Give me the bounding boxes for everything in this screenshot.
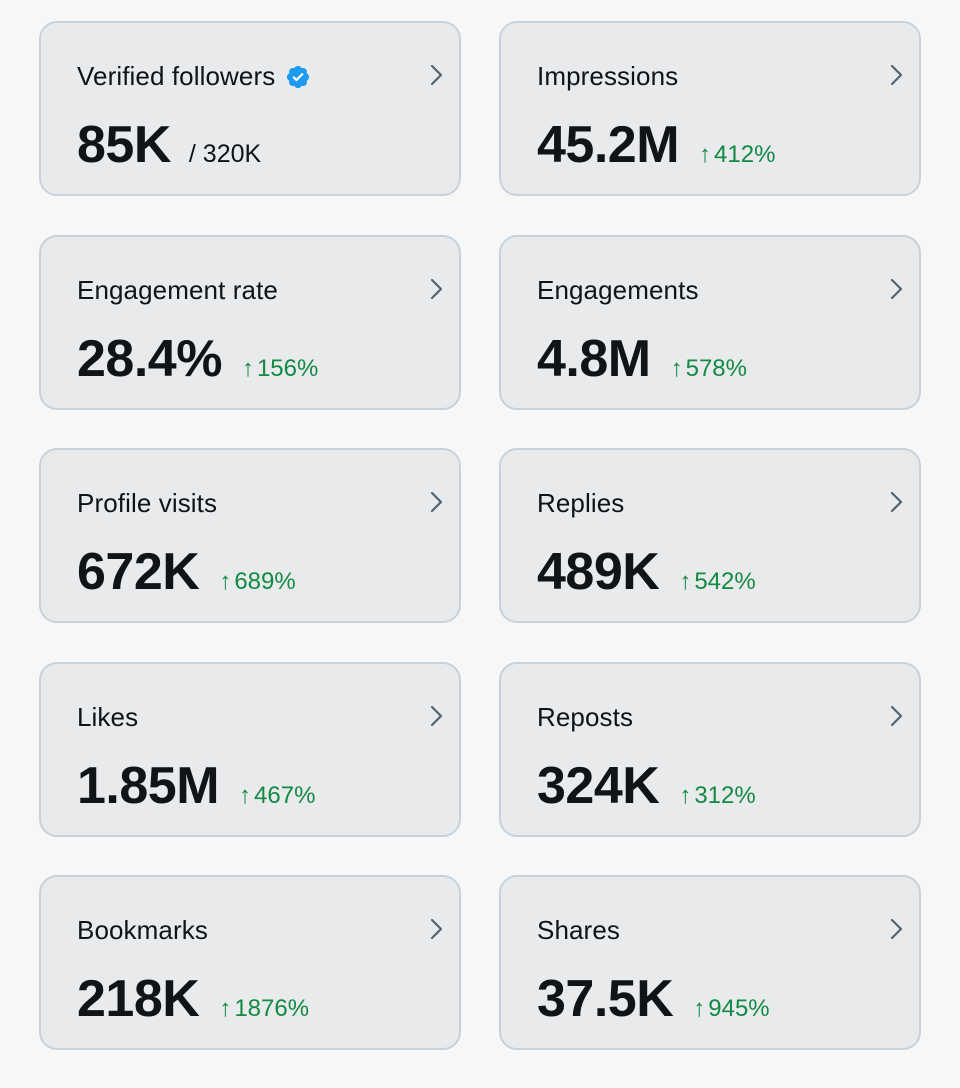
metric-change-value: 945% [708,995,770,1022]
metric-change-value: 542% [694,568,756,595]
metric-label: Likes [77,702,139,732]
metric-label: Engagements [537,275,699,305]
metric-value: 324K [537,757,660,815]
metric-card-impressions[interactable]: Impressions 45.2M ↑ 412% [499,21,921,196]
metric-label: Shares [537,915,620,945]
up-arrow-icon: ↑ [241,355,254,382]
metric-change: ↑ 689% [219,568,295,596]
metric-value-row: 489K ↑ 542% [537,542,756,602]
metric-label-text: Verified followers [77,61,276,91]
metric-label: Profile visits [77,488,218,518]
metric-change: ↑ 542% [679,568,755,596]
metric-label: Reposts [537,702,634,732]
metric-card-engagements[interactable]: Engagements 4.8M ↑ 578% [499,235,921,410]
metric-card-replies[interactable]: Replies 489K ↑ 542% [499,448,921,623]
metric-value: 218K [77,970,200,1028]
metric-change-value: 412% [714,141,776,168]
metric-value: 489K [537,543,660,601]
metric-value-row: 1.85M ↑ 467% [77,756,315,816]
metric-card-bookmarks[interactable]: Bookmarks 218K ↑ 1876% [39,875,461,1050]
metric-label: Engagement rate [77,275,278,305]
metric-label: Replies [537,488,625,518]
metric-value: 672K [77,543,200,601]
up-arrow-icon: ↑ [239,782,252,809]
metric-card-verified-followers[interactable]: Verified followers 85K / 320K [39,21,461,196]
metric-label: Bookmarks [77,915,208,945]
up-arrow-icon: ↑ [219,995,232,1022]
up-arrow-icon: ↑ [699,141,712,168]
metric-change-value: 156% [256,355,319,382]
chevron-right-icon [890,491,903,513]
metric-change-value: 467% [254,782,316,809]
metric-card-profile-visits[interactable]: Profile visits 672K ↑ 689% [39,448,461,623]
verified-badge-icon [287,65,310,88]
up-arrow-icon: ↑ [219,568,232,595]
metric-total: / 320K [188,140,262,168]
metric-change: ↑ 156% [242,355,318,383]
chevron-right-icon [430,918,443,940]
chevron-right-icon [430,64,443,86]
chevron-right-icon [430,705,443,727]
chevron-right-icon [430,278,443,300]
metric-card-likes[interactable]: Likes 1.85M ↑ 467% [39,662,461,837]
up-arrow-icon: ↑ [670,355,683,382]
chevron-right-icon [430,491,443,513]
up-arrow-icon: ↑ [679,568,692,595]
metric-label: Impressions [537,61,679,91]
metric-value: 4.8M [537,330,651,388]
metric-label: Verified followers [77,61,311,92]
metric-value-row: 324K ↑ 312% [537,756,756,816]
metric-change-value: 312% [694,782,756,809]
metric-change: ↑ 578% [671,355,747,383]
metric-value: 1.85M [77,757,220,815]
up-arrow-icon: ↑ [679,782,692,809]
chevron-right-icon [890,918,903,940]
metric-value-row: 85K / 320K [77,115,261,175]
metric-change: ↑ 467% [239,782,315,810]
metric-change: ↑ 945% [693,995,769,1023]
metric-card-reposts[interactable]: Reposts 324K ↑ 312% [499,662,921,837]
metric-value-row: 37.5K ↑ 945% [537,969,770,1029]
metric-card-engagement-rate[interactable]: Engagement rate 28.4% ↑ 156% [39,235,461,410]
chevron-right-icon [890,278,903,300]
metric-value: 85K [77,116,171,174]
chevron-right-icon [890,705,903,727]
metric-value-row: 218K ↑ 1876% [77,969,309,1029]
metric-value-row: 28.4% ↑ 156% [77,329,318,389]
metric-change-value: 578% [685,355,747,382]
metric-change: ↑ 312% [679,782,755,810]
chevron-right-icon [890,64,903,86]
metric-value: 28.4% [77,330,222,388]
metric-value: 37.5K [537,970,674,1028]
up-arrow-icon: ↑ [693,995,706,1022]
metric-value-row: 4.8M ↑ 578% [537,329,747,389]
metric-change: ↑ 1876% [219,995,309,1023]
metric-change-value: 689% [234,568,296,595]
metric-value-row: 672K ↑ 689% [77,542,296,602]
metric-card-shares[interactable]: Shares 37.5K ↑ 945% [499,875,921,1050]
metric-change-value: 1876% [234,995,310,1022]
metric-change: ↑ 412% [699,141,775,169]
metric-value-row: 45.2M ↑ 412% [537,115,775,175]
metric-value: 45.2M [537,116,680,174]
